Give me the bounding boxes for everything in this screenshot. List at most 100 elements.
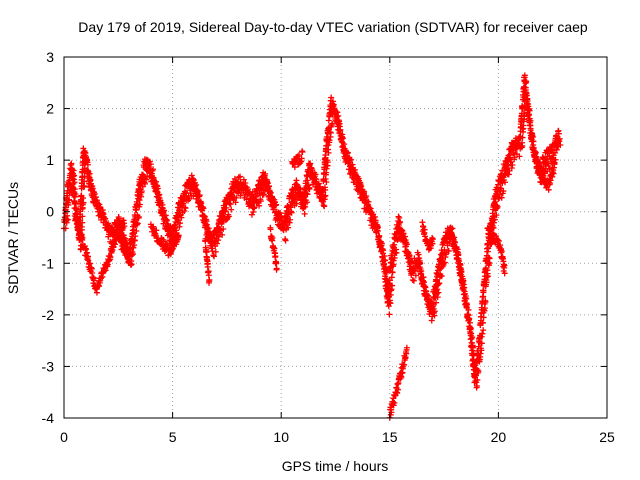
data-point <box>419 219 426 226</box>
data-point <box>239 185 246 192</box>
data-point <box>438 273 445 280</box>
data-point <box>149 167 156 174</box>
data-point <box>375 233 382 240</box>
data-point <box>231 175 238 182</box>
data-point <box>407 259 414 266</box>
data-point <box>428 301 435 308</box>
data-point <box>120 242 127 249</box>
data-point <box>176 220 183 227</box>
data-point <box>321 196 328 203</box>
data-point <box>211 253 218 260</box>
data-point <box>468 330 475 337</box>
y-tick-label: 0 <box>46 204 54 220</box>
data-point <box>93 197 100 204</box>
data-point <box>112 241 119 248</box>
data-point <box>323 178 330 185</box>
data-point <box>161 217 168 224</box>
data-point <box>90 189 97 196</box>
data-point <box>96 283 103 290</box>
data-point <box>256 202 263 209</box>
data-point <box>275 209 282 216</box>
data-point <box>293 177 300 184</box>
data-point <box>462 293 469 300</box>
data-point <box>207 242 214 249</box>
data-point <box>196 192 203 199</box>
data-point <box>552 156 559 163</box>
data-point <box>553 146 560 153</box>
data-point <box>374 228 381 234</box>
data-layer <box>61 72 564 421</box>
data-point <box>277 215 284 222</box>
data-point <box>466 326 473 333</box>
data-point <box>332 107 339 114</box>
data-point <box>488 240 495 247</box>
data-point <box>367 217 374 224</box>
data-point <box>153 227 160 234</box>
data-point <box>467 325 474 332</box>
data-point <box>190 177 197 184</box>
data-point <box>237 173 244 180</box>
data-point <box>505 162 512 169</box>
data-point <box>288 209 295 216</box>
data-point <box>435 289 442 296</box>
data-point <box>501 270 508 277</box>
data-point <box>491 216 498 223</box>
data-point <box>150 175 157 182</box>
data-point <box>457 260 464 267</box>
data-point <box>219 218 226 225</box>
x-axis-label: GPS time / hours <box>282 458 389 474</box>
data-point <box>250 208 257 215</box>
data-point <box>314 190 321 197</box>
data-point <box>89 185 96 192</box>
data-point <box>161 207 168 214</box>
data-point <box>434 286 441 293</box>
data-point <box>213 240 220 247</box>
data-point <box>206 276 213 283</box>
data-point <box>95 212 102 219</box>
y-tick-label: 3 <box>46 49 54 65</box>
data-point <box>273 265 280 272</box>
data-point <box>485 245 492 252</box>
data-point <box>233 194 240 201</box>
data-point <box>271 202 278 209</box>
data-point <box>261 187 268 194</box>
data-point <box>453 256 460 263</box>
data-point <box>296 152 303 159</box>
data-point <box>509 162 516 169</box>
data-point <box>326 137 333 144</box>
data-point <box>225 213 232 220</box>
data-point <box>356 184 363 191</box>
data-point <box>142 180 149 187</box>
data-point <box>285 224 292 231</box>
data-point <box>483 279 490 286</box>
data-point <box>84 161 91 168</box>
data-point <box>335 120 342 127</box>
data-point <box>220 226 227 233</box>
data-point <box>433 299 440 306</box>
data-point <box>80 199 87 206</box>
data-point <box>304 199 311 206</box>
data-point <box>309 171 316 178</box>
data-point <box>458 269 465 276</box>
data-point <box>494 203 501 210</box>
data-point <box>222 208 229 215</box>
data-point <box>466 319 473 326</box>
data-point <box>421 226 428 233</box>
data-point <box>304 191 311 198</box>
data-point <box>501 262 508 269</box>
data-point <box>138 178 145 185</box>
data-point <box>178 214 185 221</box>
data-point <box>186 185 193 192</box>
data-point <box>473 382 480 389</box>
data-point <box>449 225 456 232</box>
data-point <box>547 177 554 184</box>
data-point <box>394 390 401 397</box>
data-point <box>481 305 488 312</box>
data-point <box>341 141 348 148</box>
data-point <box>471 360 478 367</box>
data-point <box>138 188 145 195</box>
data-point <box>388 274 395 281</box>
data-point <box>412 272 419 279</box>
data-point <box>478 340 485 347</box>
